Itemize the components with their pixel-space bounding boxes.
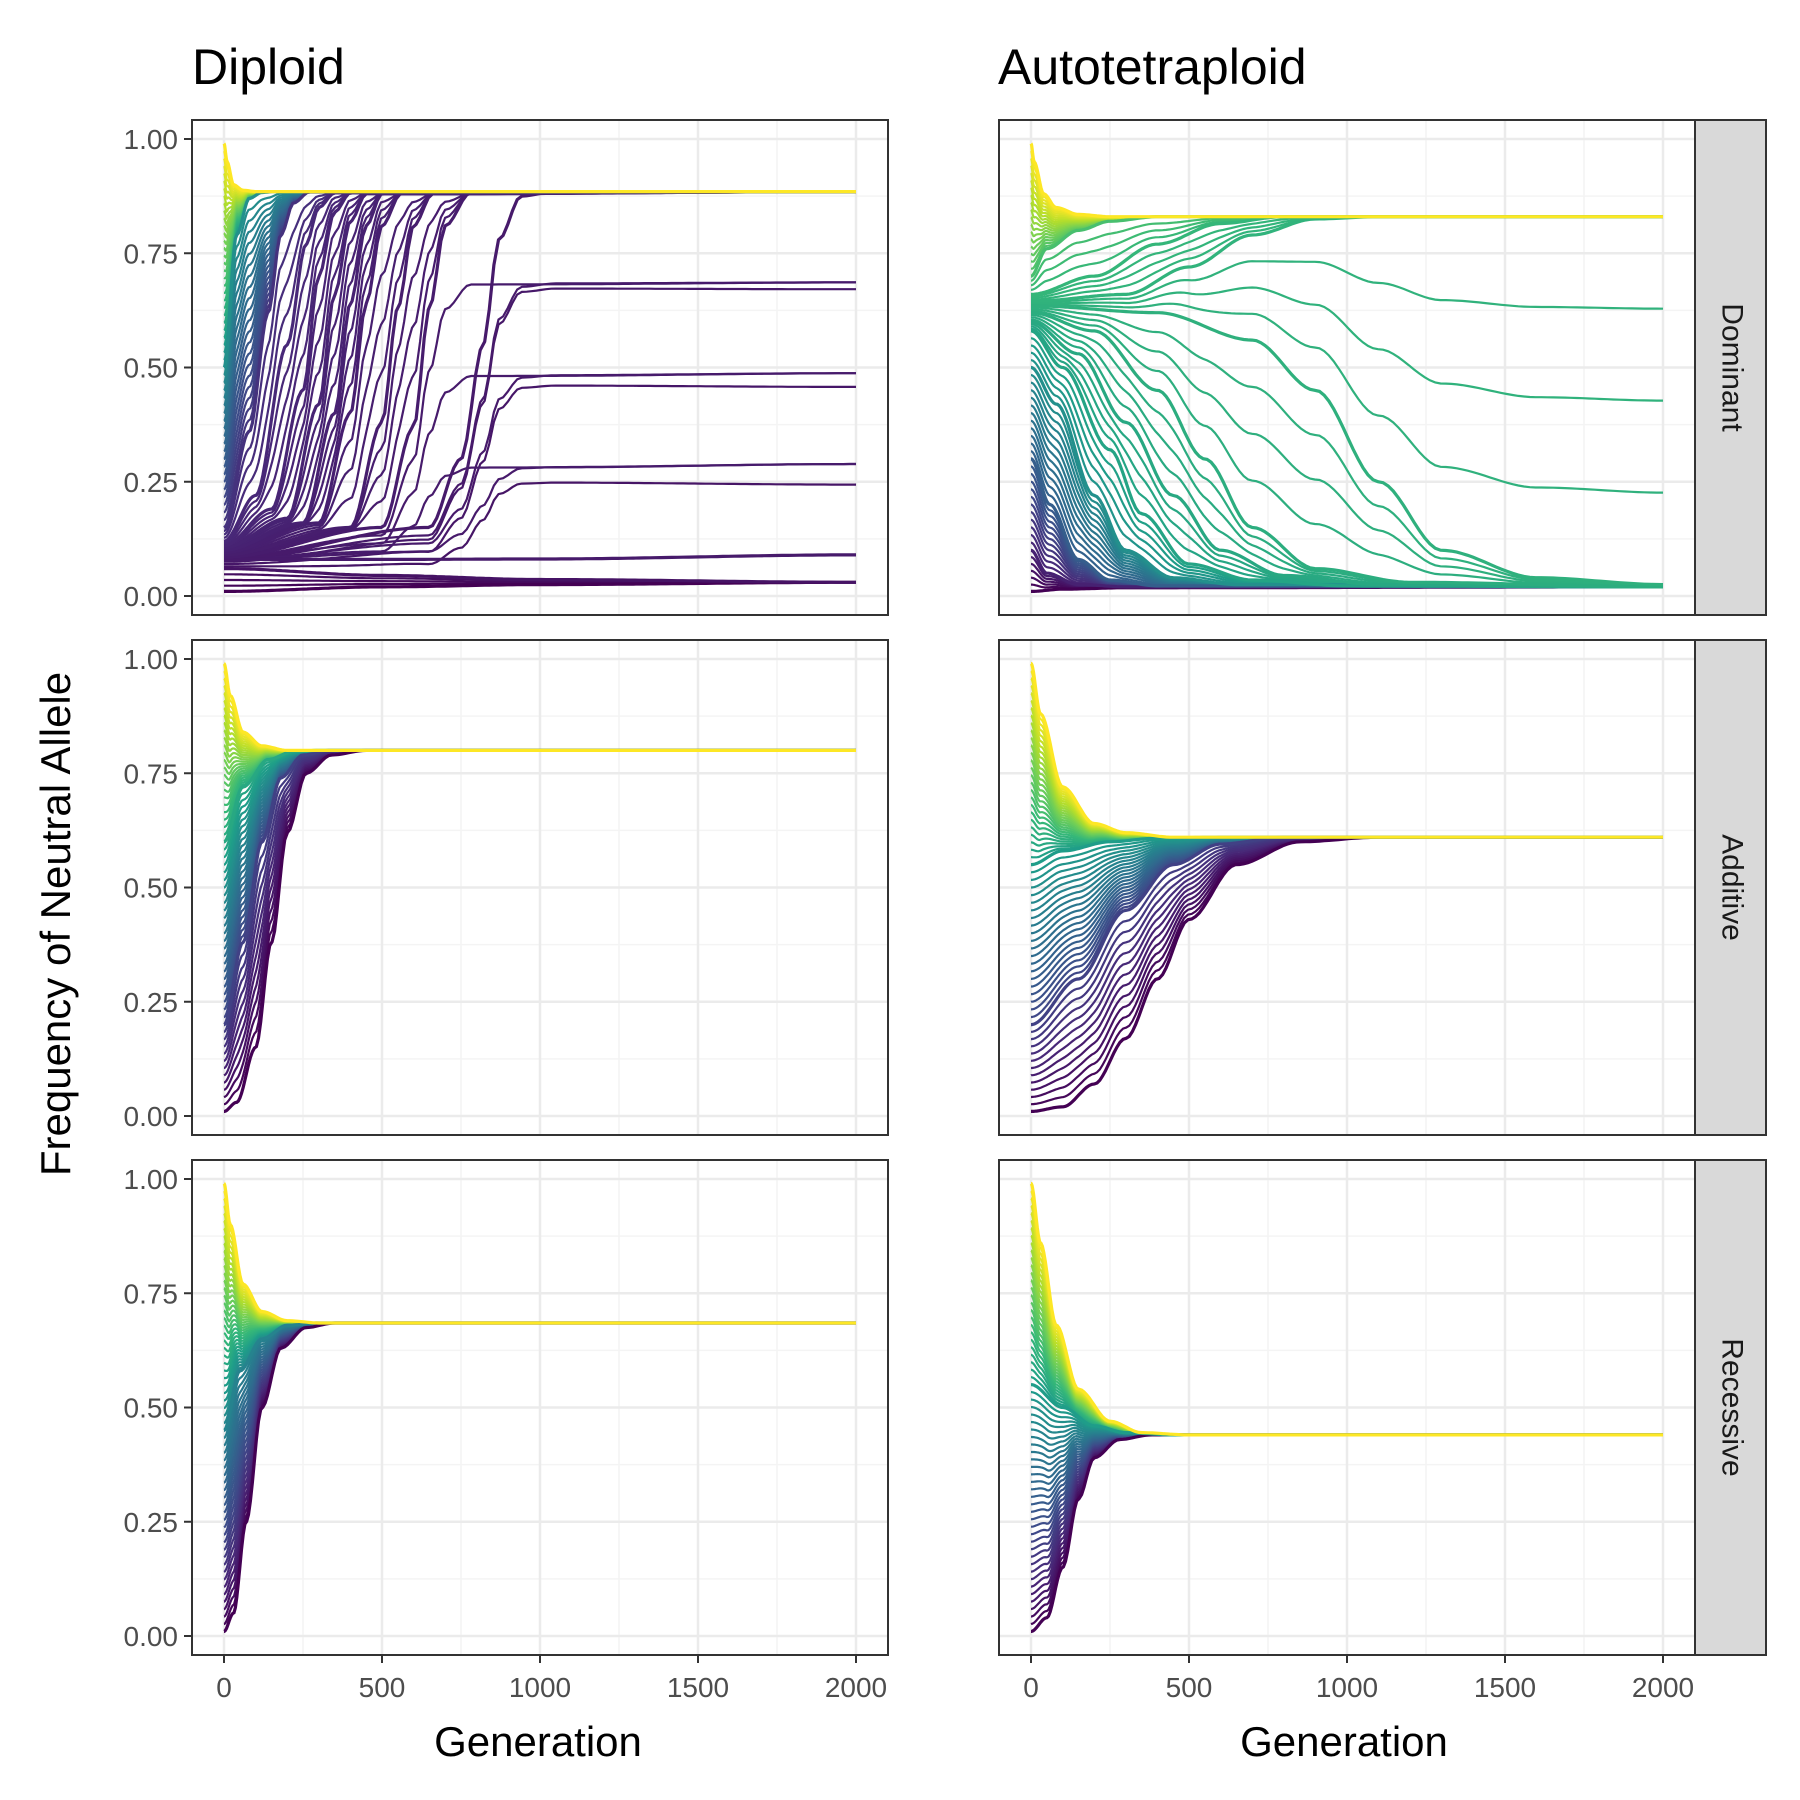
x-tick-label: 0 <box>216 1672 232 1703</box>
series-line <box>1029 142 1663 219</box>
series-fill-line <box>1031 309 1663 588</box>
facet-strip <box>1694 1159 1767 1656</box>
x-tick-label: 0 <box>1023 1672 1039 1703</box>
panel-autotetraploid-recessive: 0 500 1000 1500 2000 Recessive <box>998 1159 1767 1703</box>
x-tick-label: 1000 <box>509 1672 571 1703</box>
y-tick-label: 0.50 <box>124 353 179 384</box>
series-line <box>222 1182 856 1325</box>
panel-diploid-additive: 0.00 0.25 0.50 0.75 1.00 <box>124 639 889 1136</box>
series-fill-line <box>1031 306 1663 587</box>
series-line <box>224 553 856 561</box>
x-tick-label: 1000 <box>1316 1672 1378 1703</box>
y-tick-label: 0.50 <box>124 873 179 904</box>
x-axis-title-right: Generation <box>1240 1718 1448 1765</box>
panel-diploid-dominant: 0.00 0.25 0.50 0.75 1.00 <box>124 119 889 616</box>
series-line <box>1029 662 1663 839</box>
panel-autotetraploid-dominant: Dominant <box>998 119 1767 616</box>
y-tick-label: 1.00 <box>124 644 179 675</box>
series-group <box>1029 1182 1663 1633</box>
panel-diploid-recessive: 0.00 0.25 0.50 0.75 1.00 0 500 1000 1500 2000 <box>124 1159 889 1703</box>
y-tick-label: 0.00 <box>124 1101 179 1132</box>
y-tick-label: 0.25 <box>124 987 179 1018</box>
y-tick-label: 0.75 <box>124 758 179 789</box>
x-tick-label: 1500 <box>1474 1672 1536 1703</box>
facet-strip-label: Additive <box>1716 834 1749 941</box>
x-tick-label: 500 <box>1166 1672 1213 1703</box>
y-tick-label: 1.00 <box>124 1164 179 1195</box>
series-line <box>1031 320 1663 589</box>
series-line <box>224 567 856 584</box>
column-title-diploid: Diploid <box>192 39 345 95</box>
series-group <box>1029 662 1663 1113</box>
x-tick-label: 1500 <box>667 1672 729 1703</box>
series-line <box>222 142 856 194</box>
series-fill-line <box>224 481 856 568</box>
column-title-autotetraploid: Autotetraploid <box>998 39 1307 95</box>
y-tick-label: 0.75 <box>124 1278 179 1309</box>
series-group <box>222 662 856 1113</box>
y-tick-label: 1.00 <box>124 124 179 155</box>
y-tick-label: 0.25 <box>124 1507 179 1538</box>
facet-strip <box>1694 639 1767 1136</box>
x-axis-title-left: Generation <box>434 1718 642 1765</box>
series-line <box>222 662 856 752</box>
x-tick-label: 500 <box>359 1672 406 1703</box>
series-group <box>222 142 856 593</box>
series-fill-line <box>1031 260 1664 310</box>
y-tick-label: 0.00 <box>124 581 179 612</box>
series-line <box>1031 304 1664 587</box>
series-fill-line <box>1031 302 1663 494</box>
series-fill-line <box>1031 308 1663 587</box>
x-tick-label: 2000 <box>825 1672 887 1703</box>
series-group <box>1029 142 1664 593</box>
series-line <box>1031 311 1663 589</box>
facet-strip <box>1694 119 1767 616</box>
series-fill-line <box>1031 286 1663 402</box>
series-line <box>1029 1182 1663 1437</box>
series-line <box>224 580 856 593</box>
y-tick-label: 0.75 <box>124 238 179 269</box>
x-tick-label: 2000 <box>1632 1672 1694 1703</box>
y-tick-label: 0.00 <box>124 1621 179 1652</box>
panel-autotetraploid-additive: Additive <box>998 639 1767 1136</box>
y-tick-label: 0.25 <box>124 467 179 498</box>
series-group <box>222 1182 856 1633</box>
y-tick-label: 0.50 <box>124 1393 179 1424</box>
facet-strip-label: Recessive <box>1716 1338 1749 1476</box>
facet-strip-label: Dominant <box>1716 303 1749 432</box>
